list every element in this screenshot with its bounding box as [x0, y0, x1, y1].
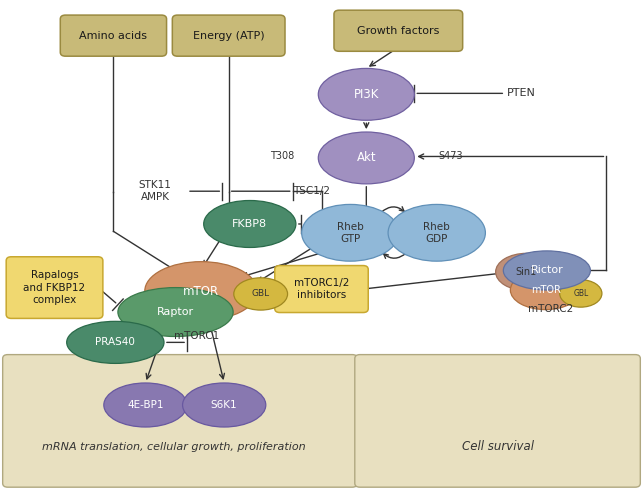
Text: mTORC1: mTORC1	[174, 331, 219, 341]
Text: STK11
AMPK: STK11 AMPK	[139, 180, 172, 202]
FancyBboxPatch shape	[3, 355, 358, 487]
Ellipse shape	[318, 68, 414, 120]
Ellipse shape	[559, 280, 602, 307]
Text: T308: T308	[270, 152, 294, 161]
Ellipse shape	[183, 383, 266, 427]
Ellipse shape	[496, 253, 557, 290]
FancyBboxPatch shape	[275, 266, 368, 312]
Text: mTORC1/2
inhibitors: mTORC1/2 inhibitors	[294, 278, 349, 300]
FancyBboxPatch shape	[60, 15, 167, 56]
Text: GBL: GBL	[573, 289, 588, 298]
Text: mTOR: mTOR	[530, 285, 561, 295]
Text: PRAS40: PRAS40	[95, 338, 135, 347]
Text: Sin1: Sin1	[516, 267, 537, 277]
Text: PTEN: PTEN	[507, 89, 536, 98]
Text: GBL: GBL	[251, 289, 270, 299]
Text: Cell survival: Cell survival	[462, 440, 534, 453]
Text: mRNA translation, cellular growth, proliferation: mRNA translation, cellular growth, proli…	[42, 442, 306, 452]
Text: Raptor: Raptor	[157, 307, 194, 317]
Ellipse shape	[302, 204, 399, 261]
Text: S473: S473	[438, 152, 463, 161]
FancyBboxPatch shape	[334, 10, 463, 51]
Ellipse shape	[104, 383, 187, 427]
Ellipse shape	[234, 278, 287, 310]
Ellipse shape	[388, 204, 485, 261]
Text: FKBP8: FKBP8	[232, 219, 267, 229]
Ellipse shape	[318, 132, 414, 184]
Text: Rheb
GTP: Rheb GTP	[337, 222, 364, 244]
Text: Rheb
GDP: Rheb GDP	[423, 222, 450, 244]
Text: Growth factors: Growth factors	[357, 26, 440, 36]
Text: Rapalogs
and FKBP12
complex: Rapalogs and FKBP12 complex	[23, 270, 86, 305]
FancyBboxPatch shape	[172, 15, 285, 56]
Text: Akt: Akt	[356, 152, 376, 164]
Ellipse shape	[145, 262, 257, 320]
Text: Energy (ATP): Energy (ATP)	[193, 31, 264, 41]
Ellipse shape	[204, 201, 296, 247]
Text: mTORC2: mTORC2	[528, 304, 574, 313]
Text: mTOR: mTOR	[183, 284, 219, 298]
Ellipse shape	[67, 321, 164, 364]
Text: Amino acids: Amino acids	[80, 31, 147, 41]
Text: S6K1: S6K1	[211, 400, 237, 410]
Text: Rictor: Rictor	[530, 266, 563, 276]
Ellipse shape	[511, 271, 581, 309]
FancyBboxPatch shape	[6, 257, 103, 318]
FancyBboxPatch shape	[355, 355, 640, 487]
Text: PI3K: PI3K	[354, 88, 379, 101]
Text: TSC1/2: TSC1/2	[293, 186, 330, 196]
Ellipse shape	[118, 288, 233, 337]
Ellipse shape	[503, 251, 590, 290]
Text: 4E-BP1: 4E-BP1	[127, 400, 164, 410]
